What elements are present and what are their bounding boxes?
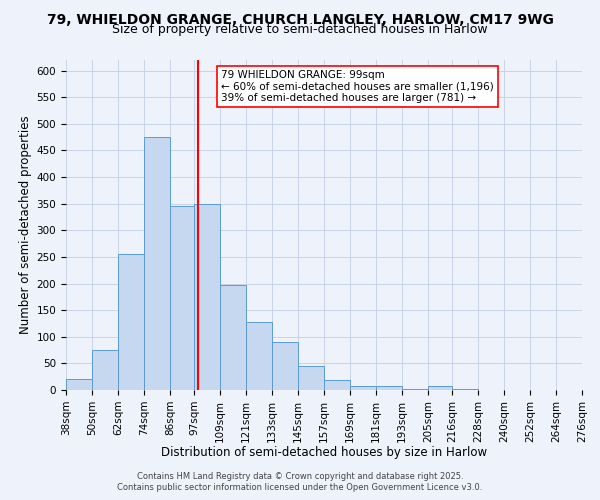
Text: 79, WHIELDON GRANGE, CHURCH LANGLEY, HARLOW, CM17 9WG: 79, WHIELDON GRANGE, CHURCH LANGLEY, HAR…	[47, 12, 553, 26]
Bar	[246, 322, 272, 390]
Bar	[298, 366, 324, 390]
Bar	[324, 380, 350, 390]
Bar	[92, 350, 118, 390]
Bar	[428, 386, 452, 390]
Bar	[272, 342, 298, 390]
X-axis label: Distribution of semi-detached houses by size in Harlow: Distribution of semi-detached houses by …	[161, 446, 487, 459]
Bar	[220, 284, 246, 390]
Bar	[66, 380, 92, 390]
Bar	[194, 204, 220, 390]
Text: Contains HM Land Registry data © Crown copyright and database right 2025.
Contai: Contains HM Land Registry data © Crown c…	[118, 472, 482, 492]
Bar	[118, 254, 144, 390]
Bar	[376, 386, 402, 390]
Bar	[170, 206, 194, 390]
Bar	[144, 137, 170, 390]
Bar	[452, 389, 478, 390]
Bar	[350, 386, 376, 390]
Y-axis label: Number of semi-detached properties: Number of semi-detached properties	[19, 116, 32, 334]
Bar	[402, 389, 428, 390]
Text: Size of property relative to semi-detached houses in Harlow: Size of property relative to semi-detach…	[112, 22, 488, 36]
Text: 79 WHIELDON GRANGE: 99sqm
← 60% of semi-detached houses are smaller (1,196)
39% : 79 WHIELDON GRANGE: 99sqm ← 60% of semi-…	[221, 70, 494, 103]
